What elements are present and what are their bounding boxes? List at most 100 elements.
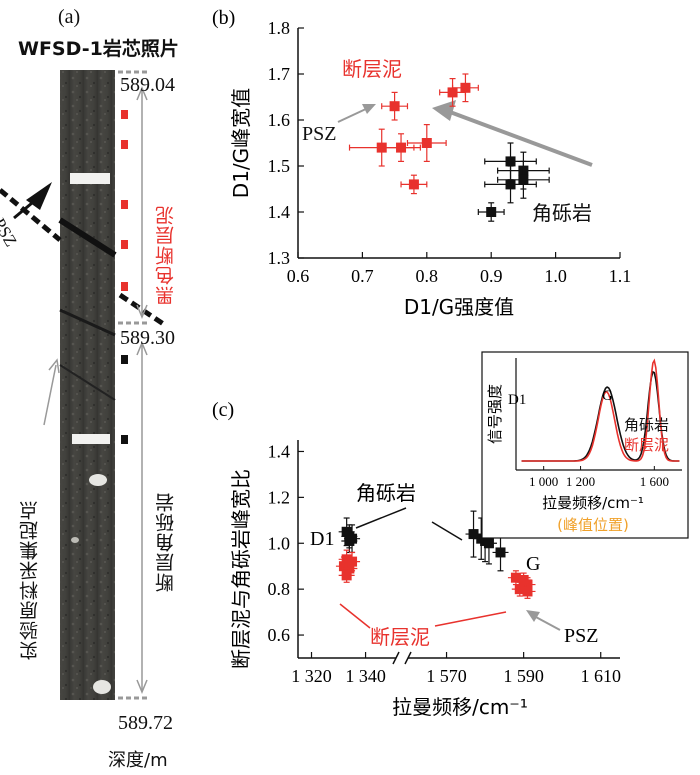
- gouge-connector-d1: [339, 603, 371, 629]
- y-tick-label-b: 1.5: [268, 156, 291, 176]
- gouge-point-b: [381, 91, 409, 121]
- gouge-point-b: [406, 123, 447, 162]
- panel-a-title: WFSD-1岩芯照片: [18, 38, 179, 60]
- gouge-annotation-b: 断层泥: [342, 57, 402, 81]
- inset-spectrum-gouge: [521, 358, 680, 462]
- x-tick-label-b: 0.7: [351, 266, 374, 286]
- breccia-annotation-c: 角砾岩: [356, 481, 416, 505]
- marker: [347, 556, 358, 567]
- sample-start-label: 实验原料采集起点: [19, 500, 41, 660]
- inset-x-tick-label: 1 200: [566, 474, 595, 489]
- gouge-annotation-c: 断层泥: [370, 625, 430, 649]
- marker: [486, 207, 497, 217]
- inset-legend-gouge: 断层泥: [624, 436, 669, 454]
- x-axis-title-b: D1/G强度值: [404, 295, 514, 319]
- psz-arrow-b: [337, 107, 369, 123]
- psz-arrow-head-b: [362, 104, 376, 114]
- psz-annotation-c: PSZ: [564, 625, 598, 647]
- inset-d1-label: D1: [508, 392, 526, 408]
- gouge-connector-g: [434, 611, 507, 627]
- marker: [389, 101, 400, 112]
- marker: [341, 554, 352, 565]
- breccia-vertical-label: 断层角砾岩: [155, 492, 177, 592]
- inset-y-title: 信号强度: [486, 384, 504, 444]
- gouge-point-b: [439, 77, 467, 107]
- y-tick-label-b: 1.4: [268, 202, 291, 222]
- psz-annotation-b: PSZ: [302, 123, 336, 145]
- d1-gouge-point-c: [338, 567, 355, 583]
- marker: [344, 535, 355, 546]
- panel-c-label: (c): [212, 399, 234, 421]
- core-photo-panel: [0, 70, 167, 700]
- x-tick-label-c: 1 590: [503, 666, 544, 686]
- g-gouge-point-c: [519, 583, 536, 599]
- x-axis-title-c: 拉曼频移/cm⁻¹: [392, 695, 528, 719]
- x-tick-label-b: 1.1: [609, 266, 632, 286]
- marker: [522, 586, 533, 597]
- marker: [505, 179, 516, 190]
- core-tag-upper: [70, 173, 110, 184]
- x-tick-label-b: 0.6: [287, 266, 310, 286]
- inset-x-title: 拉曼频移/cm⁻¹: [542, 494, 644, 512]
- breccia-point-b: [484, 165, 537, 204]
- breccia-connector-d1: [355, 507, 407, 529]
- x-tick-label-c: 1 320: [291, 666, 332, 686]
- x-tick-label-b: 0.9: [480, 266, 503, 286]
- y-tick-label-b: 1.3: [268, 248, 291, 268]
- y-tick-label-c: 0.6: [268, 625, 291, 645]
- marker: [460, 82, 471, 93]
- marker: [505, 156, 516, 167]
- y-tick-label-c: 0.8: [268, 579, 291, 599]
- gouge-point-b: [451, 73, 479, 103]
- depth-bottom-label: 589.72: [118, 712, 173, 734]
- panel-b-label: (b): [212, 7, 235, 29]
- y-tick-label-b: 1.8: [268, 18, 291, 38]
- inset-x-tick-label: 1 000: [529, 474, 558, 489]
- marker: [408, 179, 419, 190]
- d1-gouge-point-c: [344, 551, 361, 572]
- panel-a-label: (a): [58, 6, 81, 28]
- marker: [338, 561, 349, 572]
- x-tick-label-c: 1 340: [345, 666, 386, 686]
- y-axis-title-b: D1/G峰宽值: [229, 88, 253, 198]
- marker: [421, 138, 432, 148]
- psz-arrow-head-c: [526, 610, 540, 622]
- y-tick-label-b: 1.7: [268, 64, 291, 84]
- inset-legend-breccia: 角砾岩: [624, 416, 669, 434]
- axis-break-mark: [392, 651, 400, 665]
- marker: [468, 529, 479, 540]
- depth-top-label: 589.04: [120, 74, 175, 96]
- y-tick-label-c: 1.2: [268, 487, 291, 507]
- psz-arrow-c: [533, 615, 561, 631]
- gouge-point-b: [381, 133, 421, 162]
- inset-note: (峰值位置): [557, 516, 629, 534]
- x-tick-label-c: 1 610: [580, 666, 621, 686]
- inset-g-label: G: [602, 388, 613, 404]
- depth-axis-label: 深度/m: [108, 750, 168, 771]
- marker: [518, 174, 529, 185]
- y-tick-label-b: 1.6: [268, 110, 291, 130]
- gouge-vertical-label: 黑色断层泥: [155, 205, 177, 305]
- marker: [447, 87, 458, 98]
- axis-break-mark: [404, 651, 412, 665]
- trend-arrow-b: [449, 110, 593, 167]
- chart-c: (c) 1 320 1 340 1 570 1 590 1 610 0.6 0.8 1.0 1.2…: [212, 351, 689, 719]
- y-axis-title-c: 断层泥与角砾岩峰宽比: [229, 469, 253, 669]
- x-tick-label-c: 1 570: [426, 666, 467, 686]
- marker: [495, 547, 506, 558]
- g-gouge-point-c: [511, 581, 528, 597]
- x-tick-label-b: 0.8: [416, 266, 439, 286]
- breccia-annotation-b: 角砾岩: [532, 201, 592, 225]
- marker: [396, 142, 407, 153]
- gouge-point-b: [400, 174, 428, 195]
- depth-mid-label: 589.30: [120, 327, 175, 349]
- breccia-point-b: [497, 160, 550, 199]
- g-breccia-point-c: [492, 533, 509, 572]
- core-tag-lower: [72, 434, 110, 444]
- y-tick-label-c: 1.0: [268, 533, 291, 553]
- g-annotation-c: G: [526, 553, 540, 575]
- trend-arrow-head-b: [432, 100, 456, 121]
- chart-b: (b) 0.6 0.7 0.8 0.9 1.0 1.1 1.3 1.4 1.5 1.6 1.7 1.8 D…: [212, 7, 632, 319]
- marker: [514, 584, 525, 595]
- marker: [341, 570, 352, 581]
